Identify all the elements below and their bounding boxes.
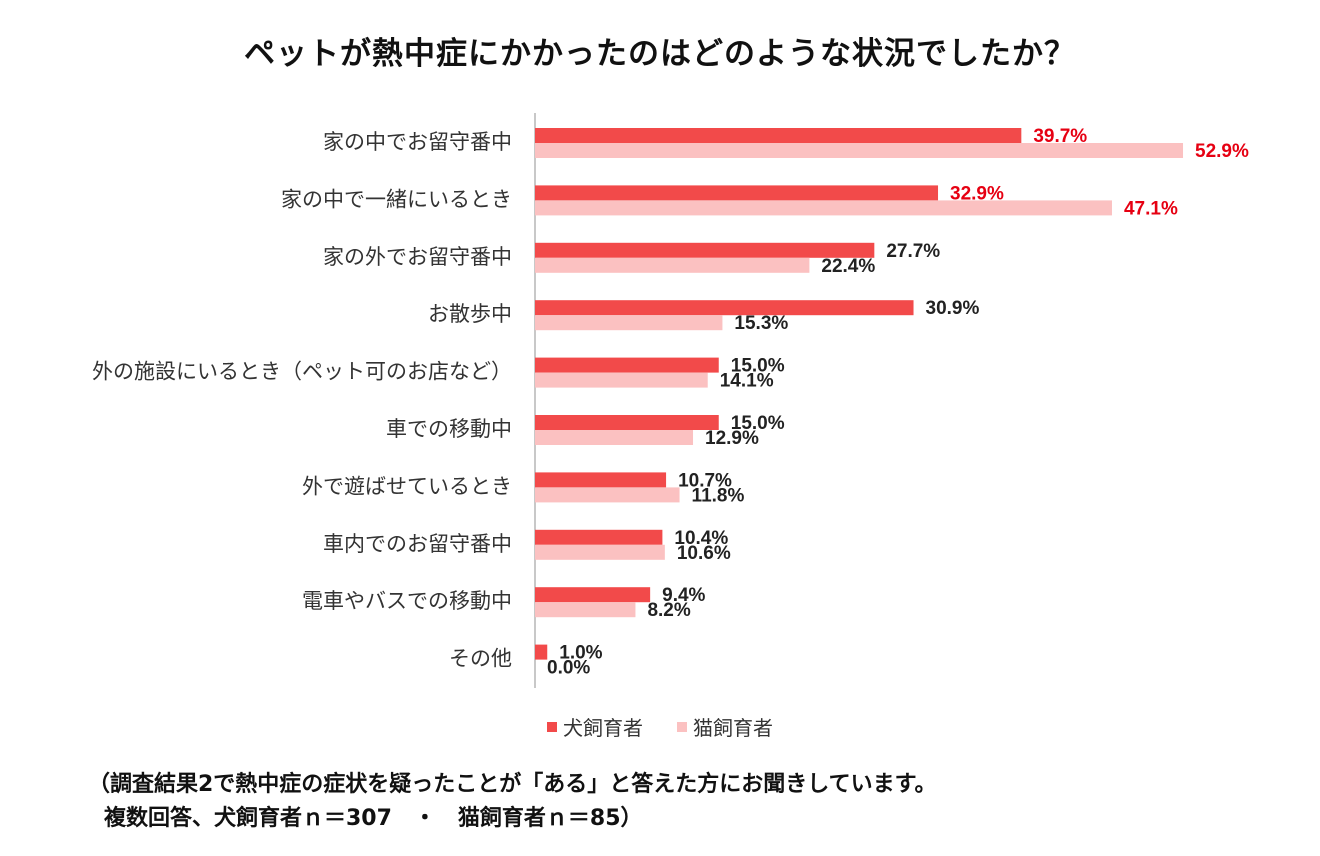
data-label-dog: 15.0% [731, 356, 785, 377]
footnote-line-2: 複数回答、犬飼育者ｎ＝307 ・ 猫飼育者ｎ＝85） [104, 806, 643, 831]
data-label-dog: 1.0% [559, 643, 602, 664]
category-label: 車内でのお留守番中 [323, 532, 512, 556]
data-label-cat: 14.1% [720, 371, 774, 392]
bar-dog [535, 644, 548, 660]
data-label-dog: 39.7% [1033, 126, 1087, 147]
data-label-dog: 30.9% [926, 298, 980, 319]
bar-cat [535, 430, 694, 445]
category-label: 家の中でお留守番中 [323, 130, 512, 154]
data-label-dog: 27.7% [886, 241, 940, 262]
data-label-dog: 10.4% [674, 528, 728, 549]
data-label-dog: 32.9% [950, 183, 1004, 204]
legend-item-dog: 犬飼育者 [547, 712, 643, 741]
bar-cat [535, 315, 723, 331]
footnote-line-1: （調査結果2で熱中症の症状を疑ったことが「ある」と答えた方にお聞きしています。 [88, 772, 937, 797]
category-label: 家の中で一緒にいるとき [281, 187, 512, 211]
bar-cat [535, 372, 708, 388]
bar-cat [535, 257, 810, 273]
bar-cat [535, 143, 1184, 158]
category-label: 外で遊ばせているとき [302, 474, 512, 498]
bar-dog [535, 357, 719, 373]
data-label-cat: 12.9% [705, 428, 759, 449]
bar-dog [535, 529, 663, 545]
legend: 犬飼育者 猫飼育者 [0, 712, 1320, 741]
data-label-cat: 15.3% [734, 313, 788, 334]
bar-cat [535, 487, 680, 503]
chart-title: ペットが熱中症にかかったのはどのような状況でしたか？ [244, 36, 1076, 72]
bar-dog [535, 300, 914, 316]
bar-chart: 家の中でお留守番中 39.7% 52.9% 家の中で一緒にいるとき 32.9% 47.1%… [92, 113, 1249, 688]
data-label-cat: 8.2% [647, 600, 690, 621]
category-label: 家の外でお留守番中 [323, 245, 512, 269]
legend-swatch-dog [547, 721, 557, 732]
legend-item-cat: 猫飼育者 [677, 712, 773, 741]
bar-dog [535, 128, 1022, 143]
bar-dog [535, 415, 719, 430]
legend-label-dog: 犬飼育者 [563, 716, 643, 740]
bar-dog [535, 242, 875, 258]
bar-dog [535, 472, 667, 488]
bar-dog [535, 587, 651, 603]
bar-dog [535, 185, 939, 201]
category-label: 外の施設にいるとき（ペット可のお店など） [92, 360, 512, 384]
bar-cat [535, 544, 665, 560]
data-label-dog: 10.7% [678, 470, 732, 491]
data-label-cat: 52.9% [1195, 141, 1249, 162]
legend-swatch-cat [677, 721, 687, 732]
category-label: 電車やバスでの移動中 [302, 589, 512, 613]
data-label-cat: 10.6% [677, 543, 731, 564]
bar-cat [535, 602, 636, 618]
legend-label-cat: 猫飼育者 [693, 716, 773, 740]
category-label: 車での移動中 [386, 417, 512, 441]
data-label-cat: 22.4% [821, 256, 875, 277]
data-label-cat: 11.8% [692, 485, 745, 506]
category-label: その他 [449, 647, 512, 671]
data-label-dog: 15.0% [731, 413, 785, 434]
category-label: お散歩中 [428, 302, 512, 326]
data-label-cat: 0.0% [547, 658, 590, 679]
bar-cat [535, 200, 1112, 216]
data-label-dog: 9.4% [662, 585, 705, 606]
data-label-cat: 47.1% [1124, 198, 1178, 219]
